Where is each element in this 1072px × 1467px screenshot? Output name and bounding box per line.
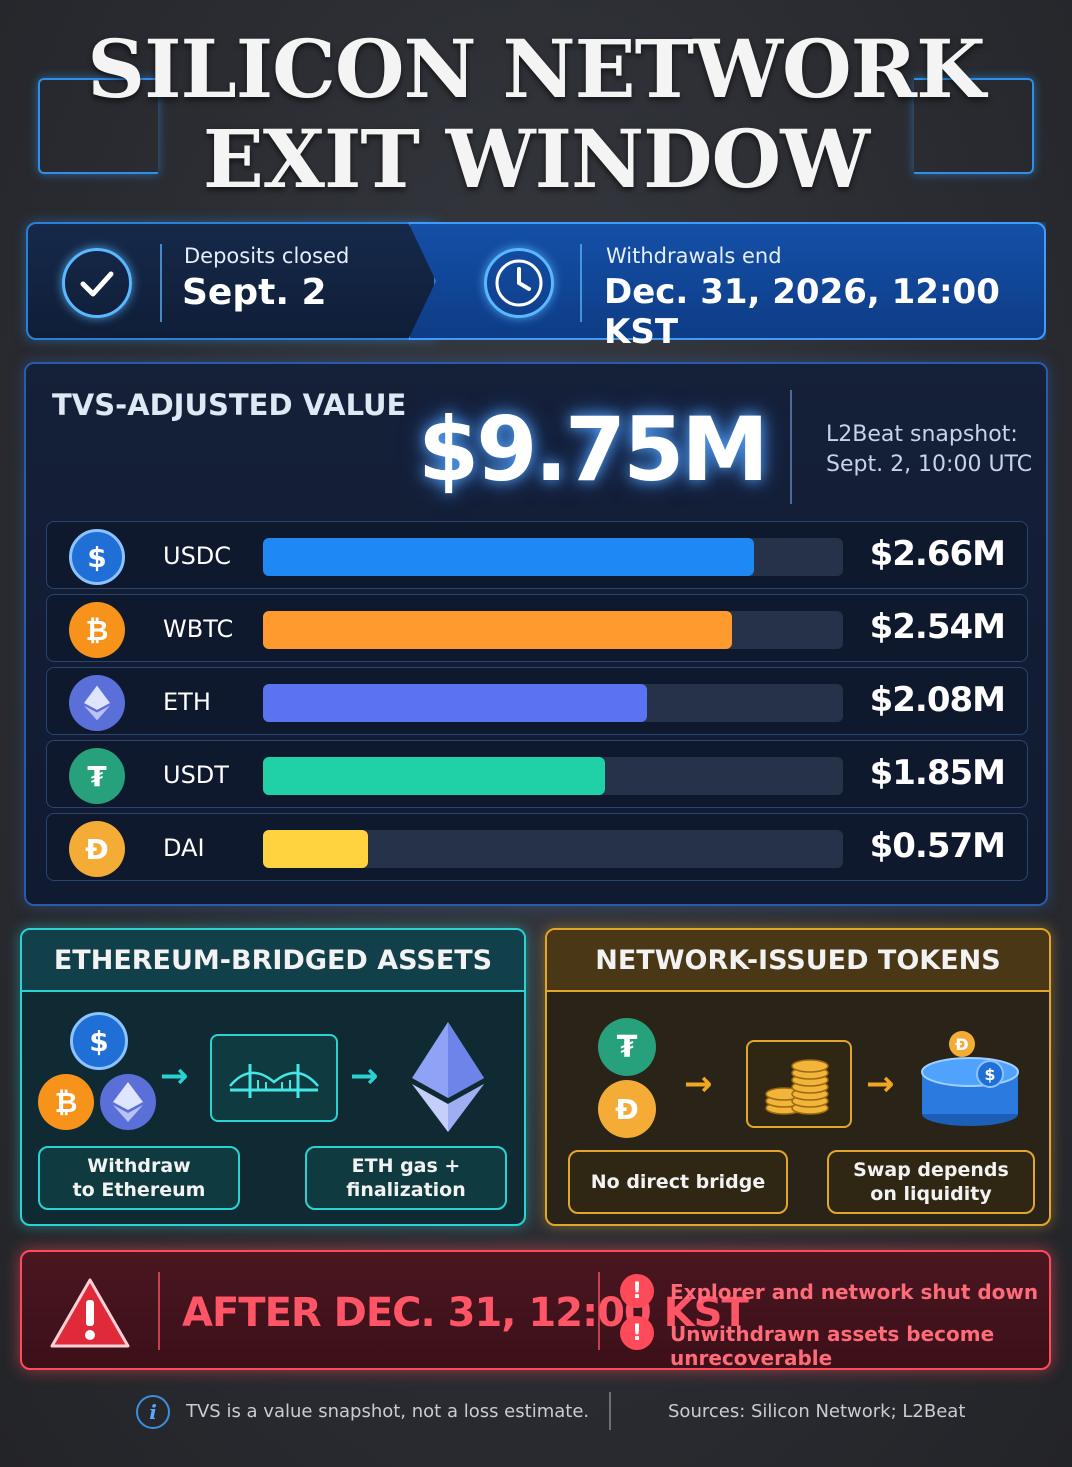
bar-track-usdt <box>263 757 843 795</box>
svg-text:$: $ <box>984 1065 995 1084</box>
bar-row-dai: Đ DAI $0.57M <box>46 813 1028 881</box>
svg-text:Đ: Đ <box>955 1035 968 1054</box>
withdraw-to-ethereum-pill: Withdraw to Ethereum <box>38 1146 240 1210</box>
usdc-icon: $ <box>69 529 125 585</box>
banner-divider-right <box>580 244 582 322</box>
ethereum-icon <box>69 675 125 731</box>
no-direct-bridge-text: No direct bridge <box>590 1171 766 1193</box>
snapshot-time: Sept. 2, 10:00 UTC <box>826 452 1033 477</box>
title-line-1: SILICON NETWORK <box>87 22 985 116</box>
arrow-right-icon-4: → <box>866 1064 895 1104</box>
bar-label-dai: DAI <box>163 834 205 862</box>
swap-depends-pill: Swap depends on liquidity <box>827 1150 1035 1214</box>
clock-icon <box>484 248 554 318</box>
warning-title: AFTER DEC. 31, 12:00 KST <box>182 1290 749 1336</box>
bar-value-usdt: $1.85M <box>869 753 1006 793</box>
bitcoin-icon: ₿ <box>38 1074 94 1130</box>
tvs-divider <box>790 390 792 504</box>
warning-item-shutdown: Explorer and network shut down <box>670 1280 1039 1304</box>
bar-value-usdc: $2.66M <box>869 534 1006 574</box>
bar-track-eth <box>263 684 843 722</box>
bar-value-wbtc: $2.54M <box>869 607 1006 647</box>
warning-divider-right <box>598 1272 600 1350</box>
bridged-assets-title: ETHEREUM-BRIDGED ASSETS <box>22 930 524 992</box>
dai-icon: Đ <box>598 1080 656 1138</box>
withdrawals-value: Dec. 31, 2026, 12:00 KST <box>604 272 1000 352</box>
ethereum-large-icon <box>412 1022 484 1136</box>
bar-row-usdt: ₮ USDT $1.85M <box>46 740 1028 808</box>
bar-track-usdc <box>263 538 843 576</box>
bar-track-wbtc <box>263 611 843 649</box>
withdraw-to-ethereum-text: Withdraw to Ethereum <box>72 1155 206 1201</box>
footer-note: TVS is a value snapshot, not a loss esti… <box>186 1401 590 1422</box>
arrow-right-icon: → <box>160 1056 189 1096</box>
no-direct-bridge-pill: No direct bridge <box>568 1150 788 1214</box>
liquidity-pool-icon: Đ $ <box>920 1026 1024 1134</box>
bar-fill-eth <box>263 684 647 722</box>
banner-divider-left <box>160 244 162 322</box>
bar-row-eth: ETH $2.08M <box>46 667 1028 735</box>
alert-icon: ! <box>620 1274 654 1308</box>
bar-fill-usdc <box>263 538 754 576</box>
bar-track-dai <box>263 830 843 868</box>
deposits-value: Sept. 2 <box>182 272 327 313</box>
bar-value-eth: $2.08M <box>869 680 1006 720</box>
coin-stack-icon <box>746 1040 852 1128</box>
withdrawals-label: Withdrawals end <box>606 244 782 268</box>
shutdown-warning-panel <box>20 1250 1051 1370</box>
snapshot-source: L2Beat snapshot: <box>826 422 1018 447</box>
check-circle-icon <box>62 248 132 318</box>
bar-label-usdt: USDT <box>163 761 229 789</box>
footer-sources: Sources: Silicon Network; L2Beat <box>668 1401 966 1422</box>
warning-divider-left <box>158 1272 160 1350</box>
title-frame-right <box>914 78 1034 174</box>
deposits-label: Deposits closed <box>184 244 350 268</box>
arrow-right-icon-3: → <box>684 1064 713 1104</box>
ethereum-icon <box>100 1074 156 1130</box>
dai-icon: Đ <box>69 821 125 877</box>
warning-item-unrecoverable: Unwithdrawn assets become unrecoverable <box>670 1322 995 1370</box>
bitcoin-icon: ₿ <box>69 602 125 658</box>
bar-fill-usdt <box>263 757 605 795</box>
tvs-label: TVS-ADJUSTED VALUE <box>52 388 407 422</box>
alert-icon-2: ! <box>620 1316 654 1350</box>
arrow-right-icon-2: → <box>350 1056 379 1096</box>
bar-row-usdc: $ USDC $2.66M <box>46 521 1028 589</box>
info-icon: i <box>136 1395 170 1429</box>
network-issued-title: NETWORK-ISSUED TOKENS <box>547 930 1049 992</box>
swap-depends-text: Swap depends on liquidity <box>853 1159 1009 1205</box>
tether-icon: ₮ <box>598 1018 656 1076</box>
bar-value-dai: $0.57M <box>869 826 1006 866</box>
bar-label-wbtc: WBTC <box>163 615 234 643</box>
title-line-2: EXIT WINDOW <box>202 112 870 206</box>
tvs-value: $9.75M <box>418 398 769 501</box>
title-frame-left <box>38 78 158 174</box>
tether-icon: ₮ <box>69 748 125 804</box>
eth-gas-finalization-text: ETH gas + finalization <box>346 1155 466 1201</box>
warning-triangle-icon <box>48 1276 132 1354</box>
usdc-icon: $ <box>70 1012 128 1070</box>
footer-divider <box>609 1392 611 1430</box>
bar-label-eth: ETH <box>163 688 211 716</box>
bar-label-usdc: USDC <box>163 542 232 570</box>
bar-fill-wbtc <box>263 611 732 649</box>
bar-fill-dai <box>263 830 368 868</box>
bridge-icon <box>210 1034 338 1122</box>
eth-gas-finalization-pill: ETH gas + finalization <box>305 1146 507 1210</box>
bar-row-wbtc: ₿ WBTC $2.54M <box>46 594 1028 662</box>
